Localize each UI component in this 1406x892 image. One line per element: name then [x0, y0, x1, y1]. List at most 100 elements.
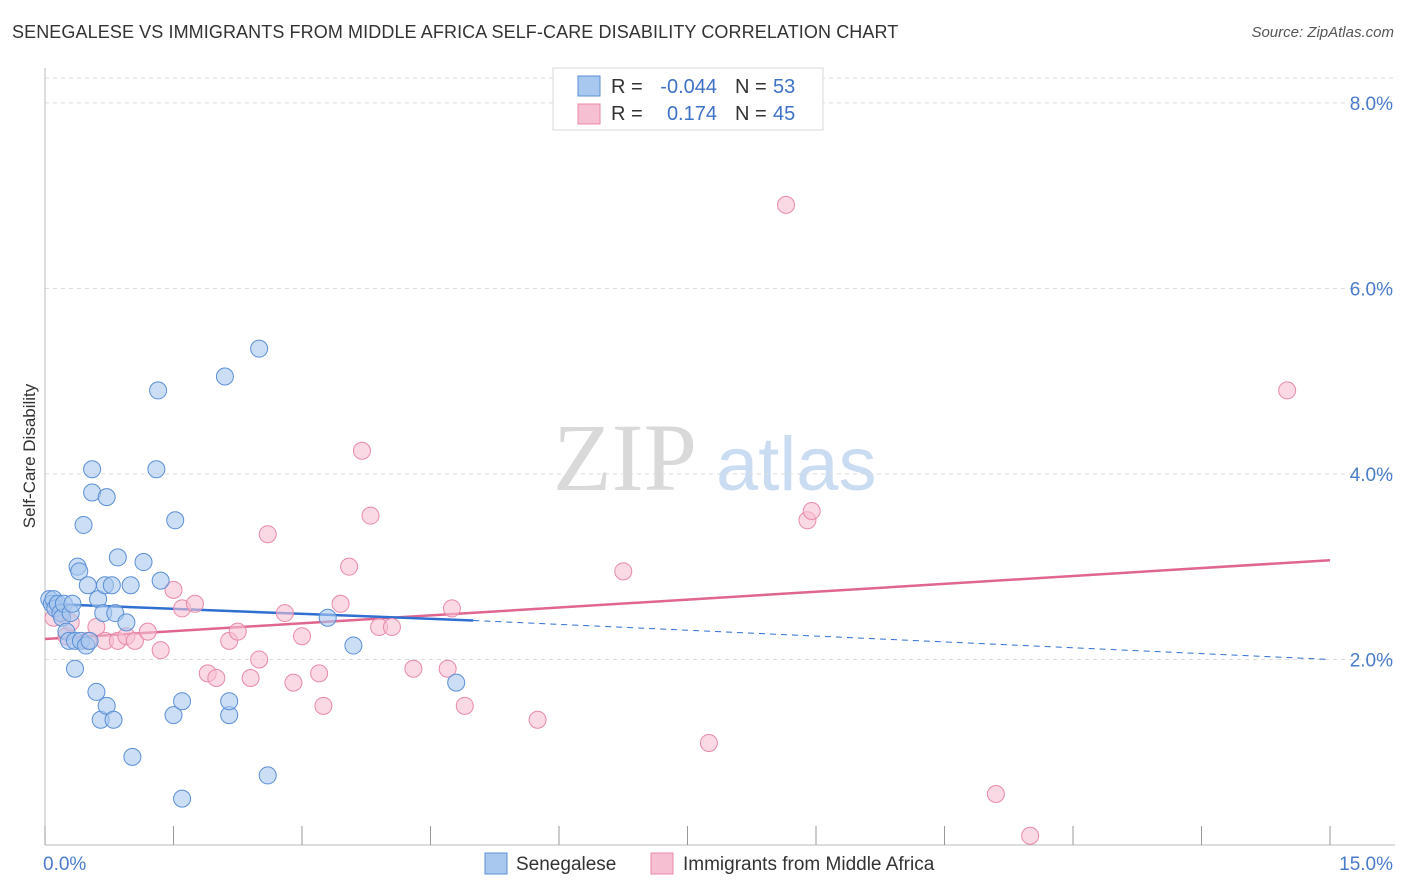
point-senegalese	[63, 594, 82, 613]
grid-lines	[45, 77, 1395, 660]
point-immigrants	[361, 506, 380, 525]
point-senegalese	[87, 682, 106, 701]
point-immigrants	[614, 562, 633, 581]
point-senegalese	[147, 460, 166, 479]
point-immigrants	[455, 696, 474, 715]
point-senegalese	[173, 789, 192, 808]
point-immigrants	[352, 441, 371, 460]
point-senegalese	[104, 710, 123, 729]
point-senegalese	[74, 515, 93, 534]
y-axis-title: Self-Care Disability	[20, 383, 39, 528]
point-senegalese	[166, 511, 185, 530]
point-immigrants	[228, 622, 247, 641]
watermark-zip: ZIP	[553, 404, 697, 511]
point-senegalese	[250, 339, 269, 358]
point-immigrants	[151, 641, 170, 660]
point-immigrants	[310, 664, 329, 683]
point-senegalese	[344, 636, 363, 655]
legend-swatch-senegalese	[577, 75, 601, 97]
point-immigrants	[275, 604, 294, 623]
point-senegalese	[70, 562, 89, 581]
point-senegalese	[258, 766, 277, 785]
point-immigrants	[986, 784, 1005, 803]
point-senegalese	[447, 673, 466, 692]
watermark-atlas: atlas	[716, 422, 877, 507]
point-senegalese	[117, 613, 136, 632]
trend-line-immigrants	[44, 558, 1331, 641]
point-senegalese	[121, 576, 140, 595]
x-tick-label-min: 0.0%	[43, 854, 86, 875]
point-immigrants	[1278, 381, 1297, 400]
point-senegalese	[83, 460, 102, 479]
x-tick-labels: 0.0% 15.0%	[43, 854, 1393, 875]
legend-n-value-1: 53	[773, 76, 795, 98]
legend-n-value-2: 45	[773, 103, 795, 125]
point-senegalese	[149, 381, 168, 400]
point-immigrants	[442, 599, 461, 618]
legend-swatch-immigrants	[577, 103, 601, 125]
point-senegalese	[151, 571, 170, 590]
point-senegalese	[134, 553, 153, 572]
point-immigrants	[438, 659, 457, 678]
point-immigrants	[185, 594, 204, 613]
point-immigrants	[314, 696, 333, 715]
legend-n-label-1: N =	[735, 76, 767, 98]
watermark: ZIP atlas	[553, 404, 877, 511]
bottom-legend-swatch-immigrants	[650, 852, 674, 875]
point-immigrants	[258, 525, 277, 544]
point-senegalese	[215, 367, 234, 386]
legend-r-value-1: -0.044	[660, 76, 717, 98]
point-immigrants	[528, 710, 547, 729]
point-immigrants	[207, 669, 226, 688]
legend-r-label-1: R =	[611, 76, 643, 98]
trend-lines	[44, 558, 1331, 660]
chart-title: SENEGALESE VS IMMIGRANTS FROM MIDDLE AFR…	[12, 22, 899, 42]
stats-legend: R = -0.044 N = 53 R = 0.174 N = 45	[552, 67, 824, 131]
point-immigrants	[241, 669, 260, 688]
x-tick-label-max: 15.0%	[1339, 854, 1393, 875]
point-senegalese	[65, 659, 84, 678]
chart-source: Source: ZipAtlas.com	[1251, 24, 1394, 41]
point-senegalese	[97, 488, 116, 507]
bottom-legend-immigrants: Immigrants from Middle Africa	[683, 854, 935, 875]
point-immigrants	[138, 622, 157, 641]
bottom-legend-senegalese: Senegalese	[516, 854, 616, 875]
y-tick-label: 4.0%	[1350, 465, 1393, 486]
point-senegalese	[164, 706, 183, 725]
point-senegalese	[220, 692, 239, 711]
point-immigrants	[164, 580, 183, 599]
trend-line-senegalese-extension	[473, 619, 1331, 660]
point-immigrants	[699, 733, 718, 752]
series-senegalese-points	[40, 339, 466, 808]
point-immigrants	[802, 502, 821, 521]
point-senegalese	[80, 631, 99, 650]
legend-r-label-2: R =	[611, 103, 643, 125]
point-immigrants	[382, 617, 401, 636]
point-immigrants	[125, 631, 144, 650]
point-immigrants	[284, 673, 303, 692]
y-tick-label: 2.0%	[1350, 650, 1393, 671]
point-senegalese	[102, 576, 121, 595]
point-immigrants	[1021, 826, 1040, 845]
point-senegalese	[318, 608, 337, 627]
point-immigrants	[250, 650, 269, 669]
point-immigrants	[293, 627, 311, 646]
y-tick-label: 8.0%	[1350, 94, 1393, 115]
series-legend: Senegalese Immigrants from Middle Africa	[484, 852, 935, 875]
axes	[44, 68, 1395, 846]
bottom-legend-swatch-senegalese	[484, 852, 508, 875]
point-senegalese	[108, 548, 127, 567]
legend-n-label-2: N =	[735, 103, 767, 125]
point-senegalese	[173, 692, 192, 711]
y-tick-label: 6.0%	[1350, 279, 1393, 300]
point-immigrants	[404, 659, 423, 678]
legend-r-value-2: 0.174	[667, 103, 717, 125]
y-tick-labels: 2.0% 4.0% 6.0% 8.0%	[1350, 94, 1393, 672]
point-immigrants	[340, 557, 359, 576]
point-senegalese	[123, 747, 142, 766]
series-immigrants-points	[44, 195, 1297, 845]
point-senegalese	[78, 576, 97, 595]
point-immigrants	[331, 594, 350, 613]
point-immigrants	[777, 195, 796, 214]
